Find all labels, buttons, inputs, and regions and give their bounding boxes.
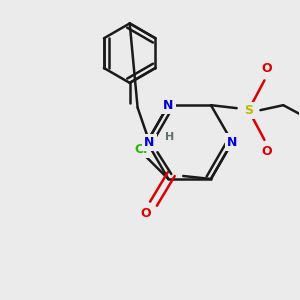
Text: N: N — [163, 99, 173, 112]
Text: H: H — [165, 132, 174, 142]
Text: Cl: Cl — [134, 143, 147, 156]
Text: N: N — [144, 136, 155, 149]
Text: O: O — [261, 62, 272, 75]
Text: S: S — [244, 103, 253, 117]
Text: O: O — [261, 145, 272, 158]
Text: N: N — [227, 136, 237, 148]
Text: O: O — [140, 207, 151, 220]
